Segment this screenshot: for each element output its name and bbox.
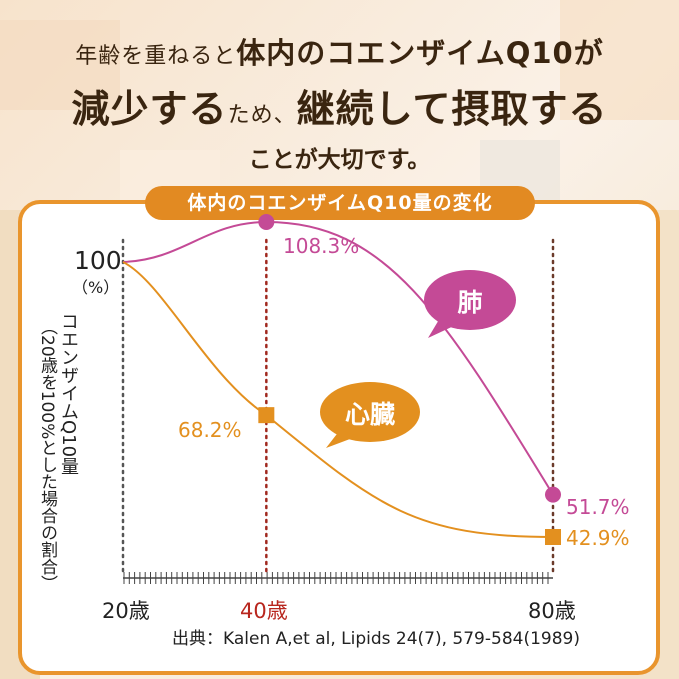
lung-series-line <box>122 221 554 496</box>
heart-bubble <box>320 382 420 442</box>
y-axis-label: コエンザイムQ10量 <box>58 312 79 476</box>
heart-series-line <box>122 261 554 538</box>
x-tick-label-20: 20歳 <box>102 599 150 623</box>
x-tick-label-80: 80歳 <box>528 599 576 623</box>
headline-2a: 減少する <box>71 87 228 131</box>
headline-line-3: ことが大切です。 <box>248 147 431 173</box>
y-axis-sub-label: （20歳を100%とした場合の割合） <box>37 318 57 593</box>
bubble-layer <box>320 270 516 448</box>
heart-label-40: 68.2% <box>178 418 242 442</box>
lung-label-40: 108.3% <box>283 234 360 258</box>
heart-label-80: 42.9% <box>566 526 630 550</box>
headline-2b: ため、 <box>227 103 297 128</box>
chart-title: 体内のコエンザイムQ10量の変化 <box>145 186 535 220</box>
headline-1b: 体内のコエンザイムQ10が <box>236 36 604 70</box>
source-citation: 出典：Kalen A,et al, Lipids 24(7), 579-584(… <box>172 629 580 649</box>
lung-bubble-tail <box>428 318 458 338</box>
heart-marker-40 <box>258 407 275 424</box>
heart-series-name: 心臓 <box>344 400 395 429</box>
headline-line-2: 減少するため、継続して摂取する <box>0 78 679 133</box>
y-top-tick-label: 100 <box>74 246 122 275</box>
marker-layer <box>258 214 561 545</box>
y-unit-label: （%） <box>72 278 120 297</box>
headline-line-1: 年齢を重ねると体内のコエンザイムQ10が <box>0 30 679 72</box>
lung-label-80: 51.7% <box>566 495 630 519</box>
x-tick-label-40: 40歳 <box>240 599 288 623</box>
line-layer <box>122 221 554 538</box>
headline-2c: 継続して摂取する <box>296 87 608 131</box>
lung-marker-40 <box>258 214 275 231</box>
heart-bubble-tail <box>326 430 358 448</box>
axis-layer <box>121 238 555 584</box>
lung-bubble <box>424 270 516 330</box>
headline-1a: 年齢を重ねると <box>75 44 237 69</box>
lung-marker-80 <box>545 486 561 503</box>
lung-series-name: 肺 <box>457 288 483 317</box>
heart-marker-80 <box>545 529 561 545</box>
